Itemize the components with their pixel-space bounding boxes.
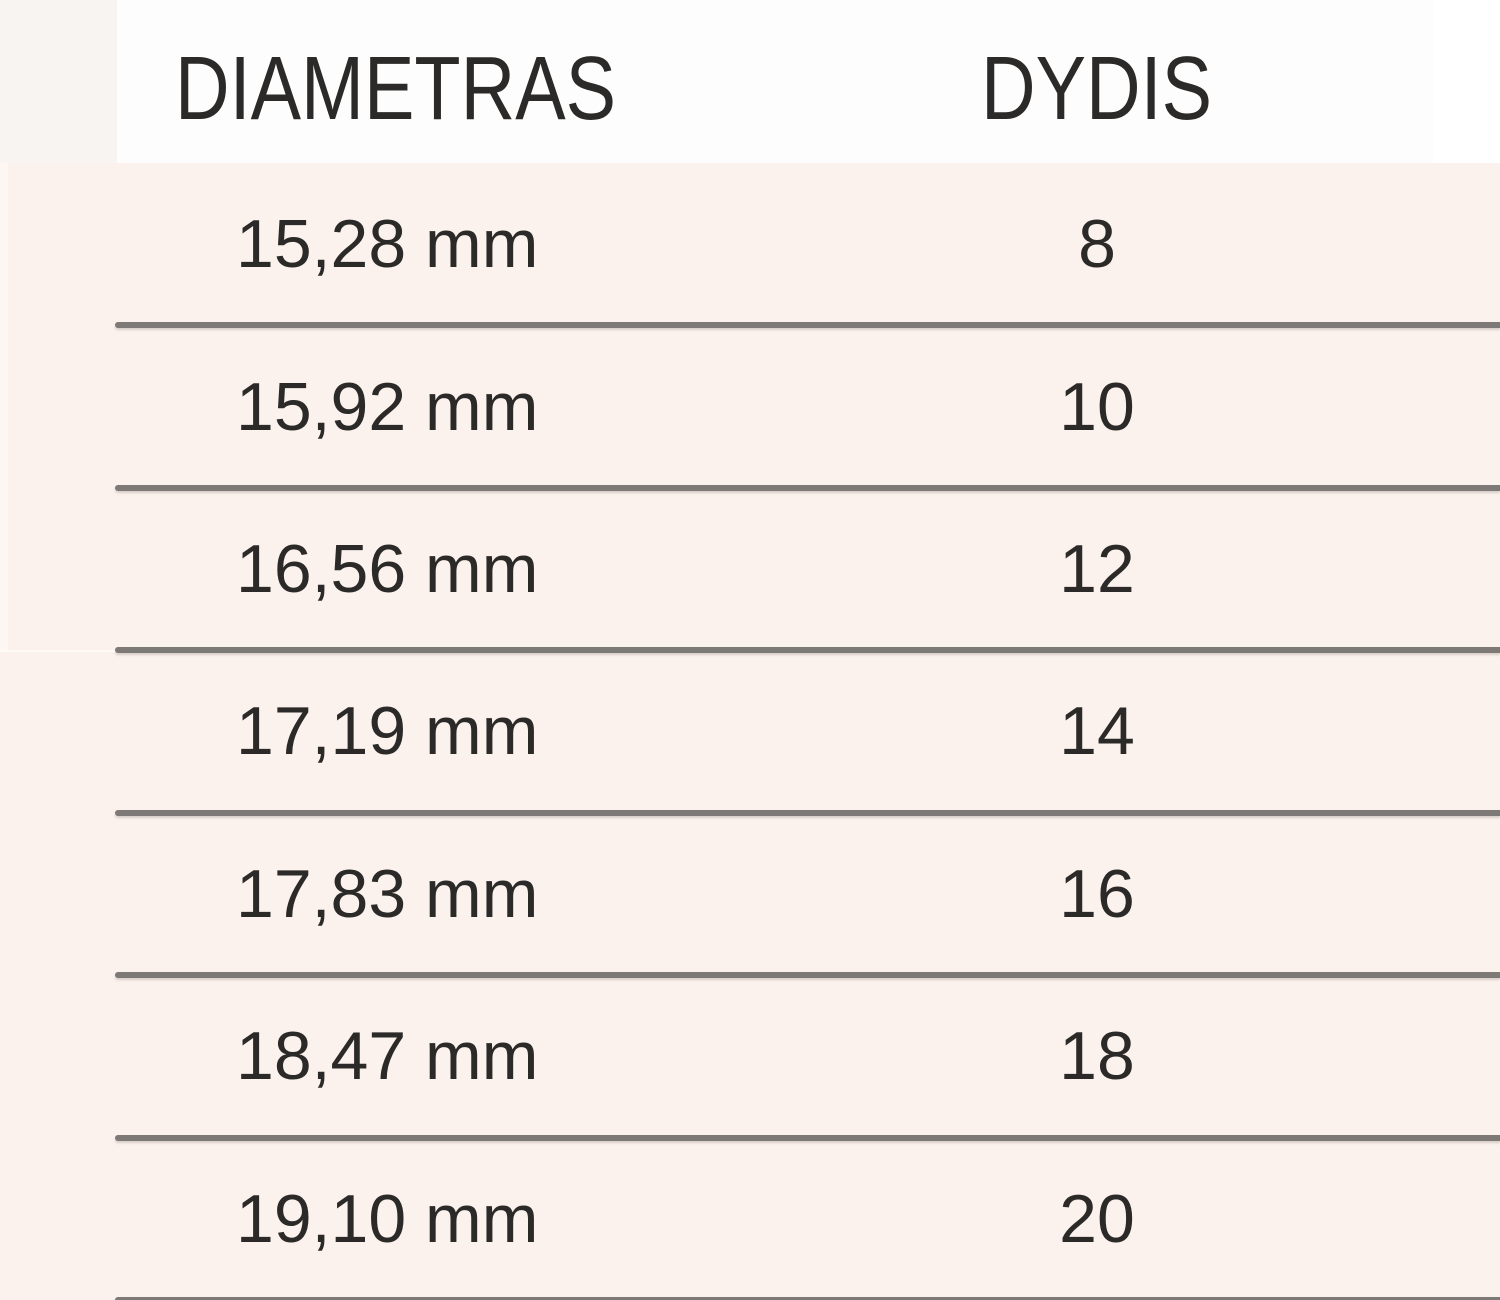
row-divider xyxy=(115,322,1500,329)
diameter-value: 18,47 mm xyxy=(236,1018,539,1095)
table-body: 15,28 mm 8 15,92 mm 10 16,56 mm 12 17,19… xyxy=(0,163,1500,1300)
table-header: DIAMETRAS DYDIS xyxy=(0,0,1500,163)
row-divider xyxy=(115,972,1500,979)
diameter-value: 17,19 mm xyxy=(236,693,539,770)
table-row: 17,19 mm 14 xyxy=(0,650,1500,816)
left-margin-highlight xyxy=(0,163,8,651)
table-row: 19,10 mm 20 xyxy=(0,1138,1500,1300)
diameter-value: 15,92 mm xyxy=(236,368,539,445)
diameter-value: 15,28 mm xyxy=(236,206,539,283)
size-value: 20 xyxy=(1059,1180,1135,1257)
table-row: 16,56 mm 12 xyxy=(0,488,1500,654)
column-header-diametras: DIAMETRAS xyxy=(175,38,617,139)
section-seam xyxy=(0,650,115,652)
row-divider xyxy=(115,1134,1500,1141)
table-row: 18,47 mm 18 xyxy=(0,975,1500,1141)
diameter-value: 17,83 mm xyxy=(236,855,539,932)
diameter-value: 16,56 mm xyxy=(236,531,539,608)
size-value: 8 xyxy=(1078,206,1116,283)
table-row: 15,92 mm 10 xyxy=(0,325,1500,491)
size-value: 12 xyxy=(1059,531,1135,608)
size-value: 16 xyxy=(1059,855,1135,932)
diameter-value: 19,10 mm xyxy=(236,1180,539,1257)
row-divider xyxy=(115,484,1500,491)
table-row: 17,83 mm 16 xyxy=(0,813,1500,979)
column-header-dydis: DYDIS xyxy=(932,15,1262,163)
column-header-dydis-label: DYDIS xyxy=(981,38,1213,139)
size-value: 14 xyxy=(1059,693,1135,770)
size-value: 18 xyxy=(1059,1018,1135,1095)
size-value: 10 xyxy=(1059,368,1135,445)
table-row: 15,28 mm 8 xyxy=(0,163,1500,329)
row-divider xyxy=(115,1296,1500,1300)
row-divider xyxy=(115,809,1500,816)
header-right-margin xyxy=(1433,0,1500,163)
header-left-margin xyxy=(0,0,117,163)
row-divider xyxy=(115,647,1500,654)
